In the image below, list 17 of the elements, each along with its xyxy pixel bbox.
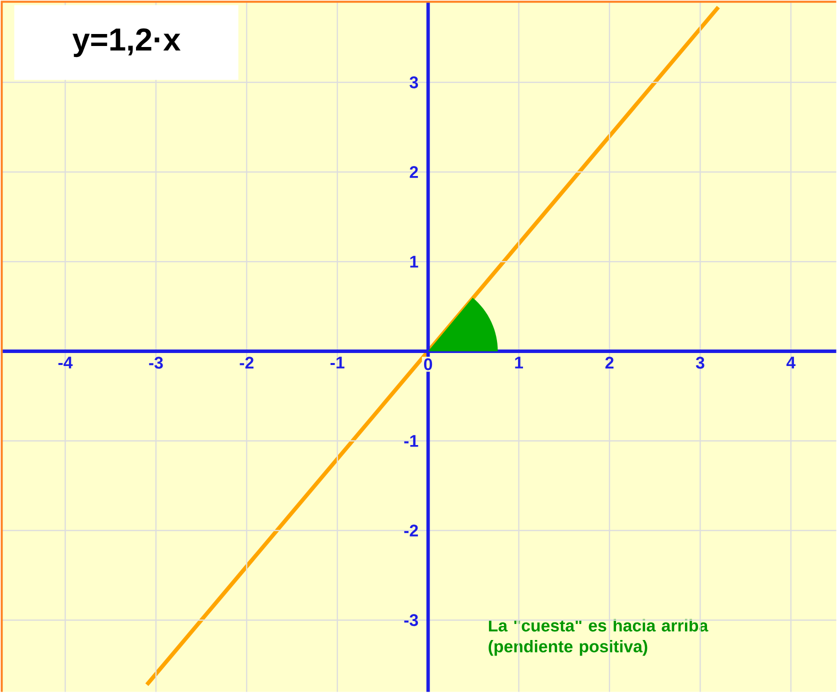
x-tick-label: 1	[515, 356, 524, 369]
x-tick-label: -3	[149, 356, 163, 369]
y-tick-label: -1	[404, 435, 418, 447]
y-tick-label: 2	[410, 166, 418, 178]
x-tick-label: -2	[240, 356, 254, 369]
y-tick-label: 3	[410, 76, 418, 89]
y-tick-label: -2	[404, 524, 418, 537]
y-tick-label: -3	[404, 614, 418, 626]
x-tick-label: -4	[58, 356, 73, 369]
x-tick-label: -1	[330, 356, 344, 369]
text: y=1,2·x	[72, 28, 181, 58]
x-tick-label: 4	[786, 356, 796, 369]
x-tick-label: 0	[424, 358, 432, 370]
x-tick-label: 2	[605, 356, 614, 369]
y-tick-label: 1	[410, 256, 418, 268]
x-tick-label: 3	[696, 356, 704, 369]
annotation: La "cuesta" es hacia arriba (pendiente positiva)	[488, 619, 708, 656]
